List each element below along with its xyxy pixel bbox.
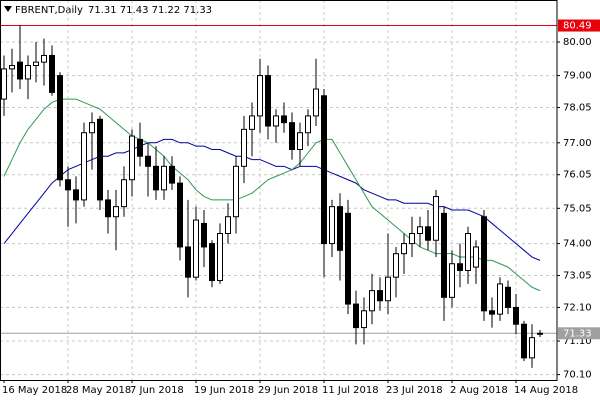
candle-body	[345, 212, 351, 305]
candle-body	[81, 132, 87, 201]
candle-body	[465, 233, 471, 271]
candle-body	[449, 263, 455, 298]
candle-body	[137, 138, 143, 157]
y-tick-label: 70.10	[563, 370, 592, 381]
candle-body	[313, 88, 319, 117]
x-tick-label: 2 Aug 2018	[450, 385, 508, 396]
candle-body	[201, 222, 207, 248]
candle-body	[329, 206, 335, 245]
candle-body	[385, 276, 391, 302]
candle-body	[297, 132, 303, 151]
candle-body	[481, 216, 487, 312]
candle-body	[401, 243, 407, 255]
candle-body	[353, 303, 359, 329]
candle-body	[513, 306, 519, 325]
price-label: 80.49	[563, 21, 592, 32]
y-tick-label: 79.00	[563, 71, 592, 82]
plot-frame	[0, 0, 558, 381]
y-tick-label: 75.05	[563, 203, 592, 214]
candle-body	[409, 233, 415, 245]
candle-body	[281, 115, 287, 124]
x-tick-label: 23 Jul 2018	[386, 385, 443, 396]
x-tick-label: 11 Jul 2018	[322, 385, 379, 396]
candle-body	[369, 290, 375, 312]
candle-body	[113, 206, 119, 218]
candle-body	[65, 179, 71, 191]
candle-body	[129, 135, 135, 181]
y-tick-label: 80.00	[563, 37, 592, 48]
x-tick-label: 14 Aug 2018	[514, 385, 578, 396]
y-tick-label: 73.05	[563, 271, 592, 282]
candle-body	[105, 199, 111, 218]
candle-body	[233, 165, 239, 218]
candle-body	[161, 165, 167, 191]
price-label-bg	[558, 19, 600, 32]
menu-arrow	[4, 6, 12, 12]
x-tick-label: 7 Jun 2018	[130, 385, 184, 396]
y-tick-label: 72.10	[563, 302, 592, 313]
x-tick-label: 29 Jun 2018	[258, 385, 318, 396]
candle-body	[57, 75, 63, 181]
candle-body	[169, 165, 175, 184]
candle-body	[1, 68, 7, 100]
candle-body	[145, 155, 151, 167]
ohlc-info: 71.31 71.43 71.22 71.33	[88, 5, 212, 16]
candle-body	[193, 219, 199, 278]
candle-body	[321, 95, 327, 245]
chart-title: FBRENT,Daily	[15, 5, 83, 16]
y-tick-label: 74.00	[563, 239, 592, 250]
y-tick-label: 71.10	[563, 336, 592, 347]
candle-body	[433, 196, 439, 241]
candle-body	[121, 179, 127, 208]
candle-body	[337, 206, 343, 251]
x-tick-label: 19 Jun 2018	[194, 385, 254, 396]
candle-body	[73, 189, 79, 201]
moving-average	[3, 138, 541, 261]
candle-body	[537, 332, 543, 335]
y-tick-label: 76.05	[563, 170, 592, 181]
candle-body	[89, 122, 95, 134]
candle-body	[273, 115, 279, 127]
moving-average	[3, 98, 541, 292]
candle-body	[177, 182, 183, 248]
candle-body	[361, 310, 367, 329]
candle-body	[225, 216, 231, 235]
candle-body	[17, 61, 23, 80]
candle-body	[49, 54, 55, 93]
candle-body	[33, 61, 39, 67]
candle-body	[41, 54, 47, 63]
candle-body	[25, 65, 31, 80]
candle-body	[377, 290, 383, 302]
candle-body	[521, 323, 527, 359]
candle-body	[457, 263, 463, 271]
candle-body	[265, 75, 271, 127]
candle-body	[153, 165, 159, 191]
candle-body	[473, 246, 479, 268]
candle-body	[393, 253, 399, 278]
x-tick-label: 16 May 2018	[2, 385, 67, 396]
candle-body	[529, 337, 535, 359]
candle-body	[441, 212, 447, 298]
candle-body	[425, 226, 431, 241]
candle-body	[417, 226, 423, 235]
price-label: 71.33	[563, 328, 592, 339]
x-tick-label: 28 May 2018	[66, 385, 131, 396]
candle-body	[97, 118, 103, 201]
candle-body	[497, 283, 503, 315]
candle-body	[305, 115, 311, 134]
candle-body	[9, 65, 15, 70]
candle-body	[185, 246, 191, 278]
candle-body	[249, 115, 255, 130]
candle-body	[489, 310, 495, 315]
y-tick-label: 77.00	[563, 138, 592, 149]
candle-body	[217, 233, 223, 282]
price-label-bg	[558, 327, 600, 340]
candle-body	[257, 75, 263, 117]
candle-body	[209, 243, 215, 282]
candle-body	[241, 128, 247, 167]
candle-body	[289, 122, 295, 151]
candle-body	[505, 286, 511, 308]
y-tick-label: 78.05	[563, 103, 592, 114]
